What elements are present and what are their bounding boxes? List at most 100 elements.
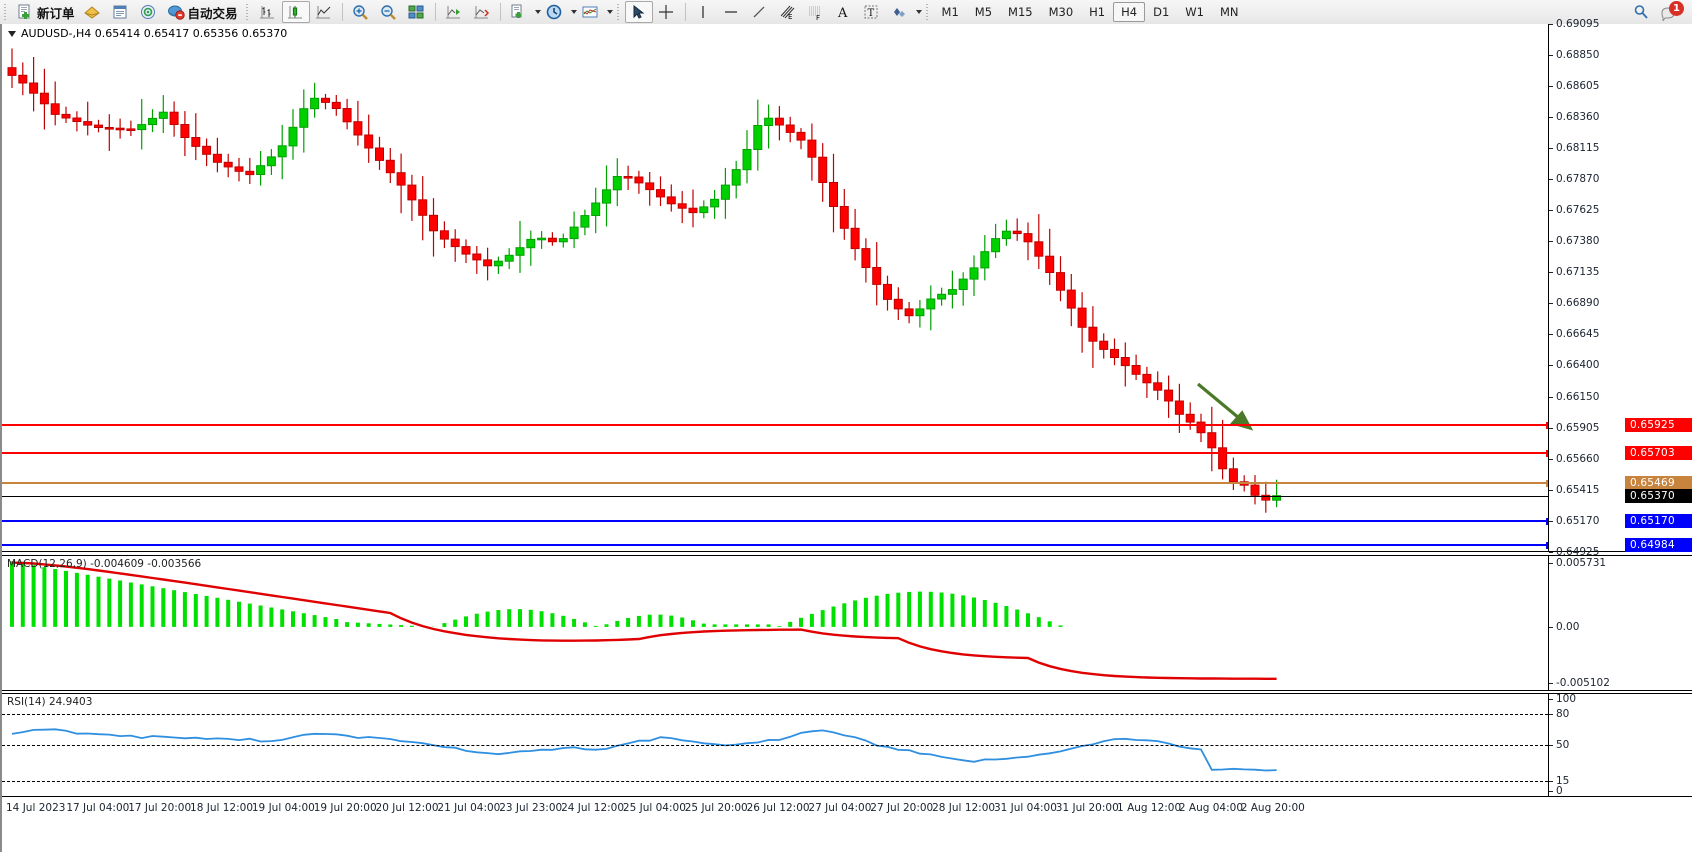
price-tick: 0.68605 — [1549, 80, 1599, 92]
fibonacci-icon: F — [808, 6, 821, 21]
shapes-dropdown-caret[interactable] — [915, 10, 922, 14]
rsi-level-line — [2, 780, 1548, 782]
rsi-plot[interactable]: RSI(14) 24.9403 — [2, 694, 1548, 796]
timeframe-h4[interactable]: H4 — [1113, 2, 1146, 22]
price-level-tag[interactable]: 0.65370 — [1625, 488, 1692, 503]
indicators-dropdown-caret[interactable] — [606, 10, 613, 14]
svg-text:F: F — [816, 14, 820, 21]
chart-shift-button[interactable] — [440, 1, 468, 23]
timeframe-m30[interactable]: M30 — [1048, 5, 1074, 19]
text-label-button[interactable]: T — [858, 1, 886, 23]
candlestick-chart-button[interactable] — [281, 1, 310, 23]
timeframe-m1[interactable]: M1 — [941, 5, 959, 19]
rsi-tick: 0 — [1549, 785, 1563, 797]
price-line-handle[interactable] — [1546, 480, 1548, 488]
time-tick: 17 Jul 04:00 — [66, 802, 130, 814]
zoom-in-button[interactable] — [347, 1, 375, 23]
time-tick: 31 Jul 20:00 — [1055, 802, 1119, 814]
line-chart-icon — [315, 6, 330, 19]
rsi-pane[interactable]: RSI(14) 24.9403 100 80 50 15 0 — [2, 693, 1692, 797]
expert-advisor-button[interactable] — [79, 1, 107, 23]
auto-scroll-icon — [473, 6, 489, 19]
price-tick: 0.66890 — [1549, 297, 1599, 309]
hline-icon — [724, 11, 737, 13]
macd-label: MACD(12,26,9) -0.004609 -0.003566 — [7, 558, 202, 570]
price-level-tag[interactable]: 0.65925 — [1625, 418, 1692, 433]
price-tick: 0.65660 — [1549, 453, 1599, 465]
timeframe-d1[interactable]: D1 — [1153, 5, 1170, 19]
timeframe-m5[interactable]: M5 — [974, 5, 993, 19]
toolbar-separator-1 — [341, 3, 343, 21]
rsi-label: RSI(14) 24.9403 — [7, 696, 93, 708]
timeframe-m15[interactable]: M15 — [1008, 5, 1033, 19]
macd-pane[interactable]: MACD(12,26,9) -0.004609 -0.003566 0.0057… — [2, 555, 1692, 691]
new-order-button[interactable]: 新订单 — [12, 1, 79, 23]
time-tick: 26 Jul 12:00 — [746, 802, 810, 814]
rsi-tick: 80 — [1549, 708, 1569, 720]
price-level-tag[interactable]: 0.65703 — [1625, 446, 1692, 461]
crosshair-button[interactable] — [653, 1, 681, 23]
price-level-tag[interactable]: 0.65170 — [1625, 513, 1692, 528]
macd-plot[interactable]: MACD(12,26,9) -0.004609 -0.003566 — [2, 556, 1548, 690]
time-tick: 2 Aug 04:00 — [1178, 802, 1244, 814]
navigator-button[interactable] — [135, 1, 163, 23]
zoom-out-button[interactable] — [375, 1, 403, 23]
tile-windows-button[interactable] — [403, 1, 431, 23]
toolbar-grip-4[interactable] — [923, 3, 932, 21]
rsi-axis[interactable]: 100 80 50 15 0 — [1548, 693, 1692, 797]
toolbar-grip[interactable] — [2, 3, 10, 21]
price-pane[interactable]: AUDUSD-,H4 0.65414 0.65417 0.65356 0.653… — [2, 18, 1692, 558]
period-dropdown-caret[interactable] — [570, 10, 577, 14]
price-level-tag[interactable]: 0.65469 — [1625, 476, 1692, 491]
price-plot[interactable]: AUDUSD-,H4 0.65414 0.65417 0.65356 0.653… — [2, 24, 1548, 551]
price-axis[interactable]: 0.69095 0.68850 0.68605 0.68360 0.68115 0.678… — [1548, 18, 1692, 558]
indicators-button[interactable] — [577, 1, 605, 23]
vline-button[interactable] — [690, 1, 718, 23]
rsi-tick: 50 — [1549, 739, 1569, 751]
macd-axis[interactable]: 0.005731 0.00 -0.005102 — [1548, 556, 1692, 690]
symbol-quote-text: AUDUSD-,H4 0.65414 0.65417 0.65356 0.653… — [21, 27, 288, 40]
timeframe-mn[interactable]: MN — [1219, 5, 1239, 19]
fibonacci-button[interactable]: F — [802, 1, 830, 23]
hline-button[interactable] — [718, 1, 746, 23]
time-tick: 31 Jul 04:00 — [993, 802, 1057, 814]
alerts-button[interactable]: 1 — [1656, 1, 1684, 23]
auto-trading-button[interactable]: 自动交易 — [163, 1, 242, 23]
time-axis[interactable]: 14 Jul 2023 17 Jul 04:00 17 Jul 20:00 18 Ju… — [2, 799, 1692, 823]
templates-button[interactable] — [505, 1, 533, 23]
svg-text:E: E — [788, 13, 792, 21]
chart-collapse-icon[interactable] — [8, 30, 16, 37]
search-button[interactable] — [1628, 1, 1656, 23]
bar-chart-button[interactable] — [254, 1, 282, 23]
price-tick: 0.66400 — [1549, 359, 1599, 371]
rsi-tick: 15 — [1549, 775, 1569, 787]
time-tick: 25 Jul 20:00 — [684, 802, 748, 814]
templates-dropdown-caret[interactable] — [534, 10, 541, 14]
data-window-button[interactable] — [107, 1, 135, 23]
toolbar-grip-3[interactable] — [614, 3, 623, 21]
macd-tick: -0.005102 — [1549, 677, 1610, 689]
time-tick: 14 Jul 2023 — [6, 802, 66, 814]
time-tick: 27 Jul 04:00 — [808, 802, 872, 814]
text-button[interactable]: A — [830, 1, 858, 23]
auto-scroll-button[interactable] — [468, 1, 496, 23]
toolbar-grip-2[interactable] — [243, 3, 252, 21]
symbol-quote-line: AUDUSD-,H4 0.65414 0.65417 0.65356 0.653… — [8, 27, 287, 40]
period-button[interactable] — [541, 1, 569, 23]
search-icon — [1634, 5, 1648, 19]
price-level-tag[interactable]: 0.64984 — [1625, 537, 1692, 552]
cursor-button[interactable] — [624, 1, 653, 23]
price-line-handle[interactable] — [1546, 422, 1548, 430]
price-line-handle[interactable] — [1546, 517, 1548, 525]
macd-series — [10, 561, 1277, 680]
price-line-handle[interactable] — [1546, 450, 1548, 458]
timeframe-h1[interactable]: H1 — [1089, 5, 1106, 19]
shapes-button[interactable] — [886, 1, 914, 23]
trendline-button[interactable] — [746, 1, 774, 23]
price-line-handle[interactable] — [1546, 541, 1548, 549]
tile-windows-icon — [408, 5, 424, 19]
zoom-out-icon — [380, 5, 396, 20]
equidistant-channel-button[interactable]: E — [774, 1, 802, 23]
line-chart-button[interactable] — [310, 1, 338, 23]
timeframe-w1[interactable]: W1 — [1185, 5, 1204, 19]
